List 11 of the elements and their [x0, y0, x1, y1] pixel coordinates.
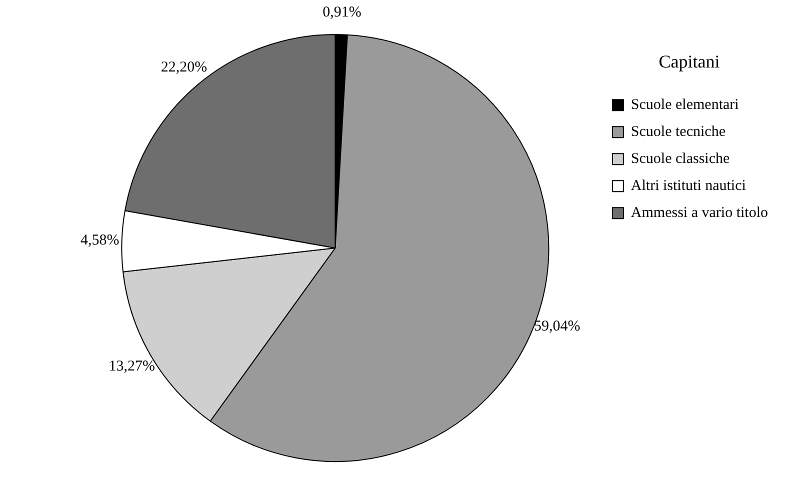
data-label: 4,58%	[80, 232, 120, 248]
legend-label: Altri istituti nautici	[630, 178, 746, 194]
data-label: 13,27%	[108, 358, 155, 375]
legend-label: Scuole elementari	[630, 97, 739, 114]
data-label: 59,04%	[534, 318, 580, 335]
legend-label: Scuole tecniche	[630, 124, 726, 140]
legend-label: Scuole classiche	[630, 151, 730, 168]
legend-title: Capitani	[658, 52, 720, 72]
legend-label: Ammessi a vario titolo	[630, 205, 768, 222]
data-label: 22,20%	[160, 59, 208, 76]
data-label: 0,91%	[322, 4, 362, 21]
